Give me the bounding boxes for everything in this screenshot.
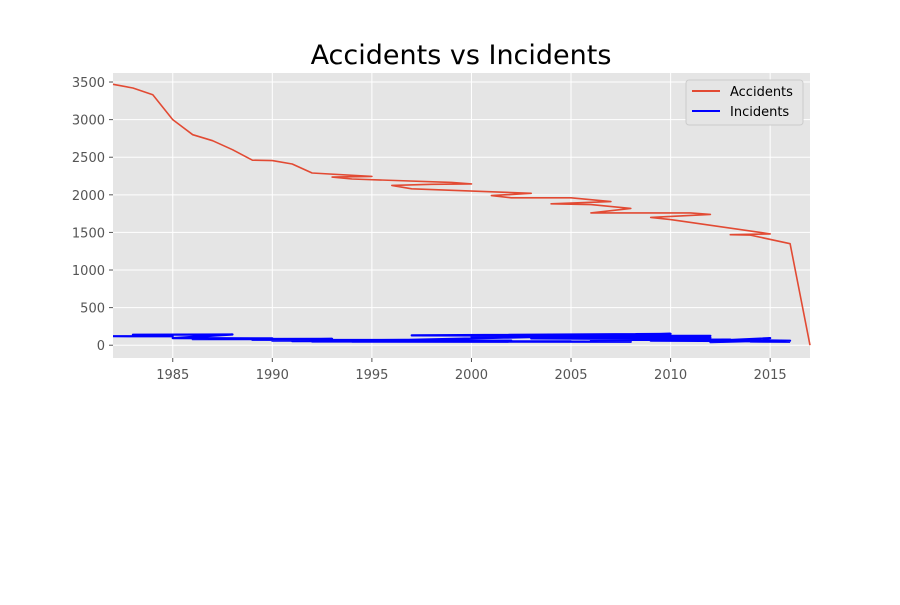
grid-lines [113,73,810,358]
y-tick-label: 2000 [72,189,105,204]
x-tick-label: 1995 [355,368,388,383]
x-tick-label: 1990 [256,368,289,383]
y-tick-label: 1000 [72,264,105,279]
y-axis: 0 500 1000 1500 2000 2500 3000 3500 [72,76,113,354]
y-tick-label: 3000 [72,114,105,129]
x-tick-label: 2000 [455,368,488,383]
x-tick-label: 2010 [654,368,687,383]
series-layer [112,83,811,346]
y-tick-label: 3500 [72,76,105,91]
legend: Accidents Incidents [685,79,804,126]
chart-title: Accidents vs Incidents [311,40,612,71]
x-tick-label: 2005 [554,368,587,383]
y-tick-label: 0 [97,339,105,354]
legend-label: Accidents [730,85,793,100]
series-line-incidents [112,332,792,344]
y-tick-label: 1500 [72,226,105,241]
legend-label: Incidents [730,105,789,120]
x-tick-label: 1985 [156,368,189,383]
y-tick-label: 2500 [72,151,105,166]
x-tick-label: 2015 [754,368,787,383]
x-axis: 1985 1990 1995 2000 2005 2010 2015 [156,358,787,383]
series-line-accidents [112,83,811,346]
y-tick-label: 500 [80,302,105,317]
